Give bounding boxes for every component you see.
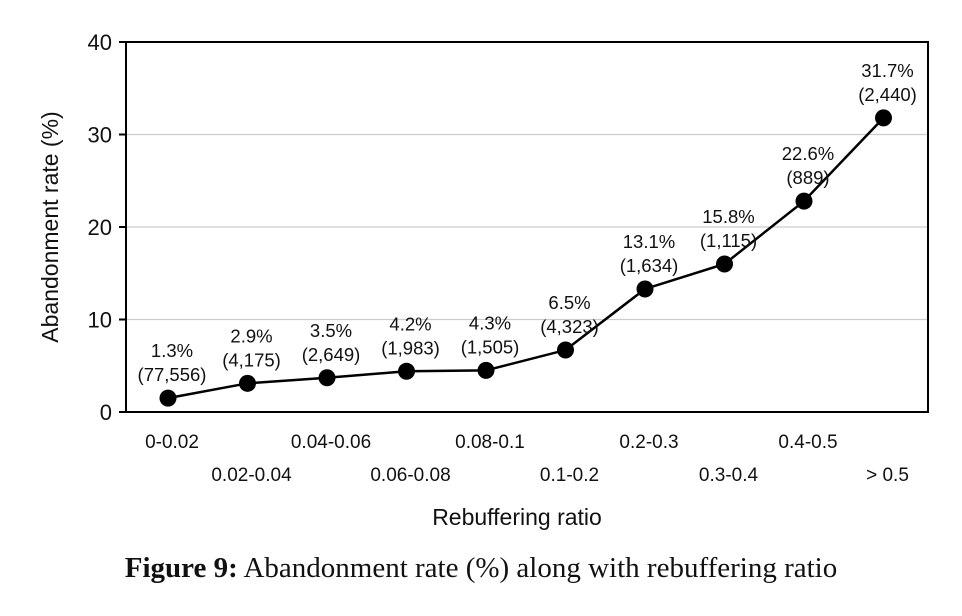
point-label-count: (1,634): [620, 255, 679, 276]
y-tick-label: 10: [88, 308, 112, 333]
point-labels: 1.3% (77,556) 2.9% (4,175) 3.5% (2,649) 4.2% (1…: [138, 60, 917, 385]
y-axis-ticks: 0 10 20 30 40: [88, 30, 126, 425]
point-label-pct: 31.7%: [861, 60, 913, 81]
grid-lines: [126, 133, 928, 321]
point-label-pct: 13.1%: [623, 231, 675, 252]
x-tick-label: 0.3-0.4: [699, 465, 759, 486]
point-label-pct: 1.3%: [151, 340, 193, 361]
y-tick-label: 30: [88, 123, 112, 148]
point-label-count: (2,649): [302, 344, 361, 365]
y-tick-label: 40: [88, 30, 112, 55]
point-label-pct: 4.3%: [469, 312, 511, 333]
figure-label: Figure 9:: [124, 552, 238, 584]
abandonment-line-chart: 0 10 20 30 40 1.3% (77,556) 2.9% (4,175) 3.5% (2,…: [37, 30, 929, 530]
x-tick-label: 0.1-0.2: [540, 465, 599, 486]
point-label-pct: 15.8%: [702, 206, 754, 227]
figure-caption: Figure 9: Abandonment rate (%) along wit…: [0, 552, 962, 585]
y-axis-title: Abandonment rate (%): [37, 111, 63, 342]
data-point: [636, 280, 654, 298]
plot-frame: [125, 41, 929, 413]
data-point: [795, 192, 813, 210]
point-label-pct: 22.6%: [782, 143, 834, 164]
data-point: [159, 389, 177, 407]
point-label-count: (1,983): [381, 337, 440, 358]
point-label-pct: 2.9%: [230, 325, 272, 346]
data-point: [477, 361, 495, 379]
caption-text: Abandonment rate (%) along with rebuffer…: [237, 552, 838, 584]
x-tick-label: 0.02-0.04: [211, 465, 292, 486]
point-label-pct: 3.5%: [310, 320, 352, 341]
x-tick-label: 0-0.02: [145, 432, 199, 453]
x-tick-label: 0.06-0.08: [370, 465, 450, 486]
data-point: [716, 255, 733, 273]
x-axis-title: Rebuffering ratio: [432, 504, 602, 530]
y-tick-label: 0: [100, 400, 112, 425]
point-label-count: (1,115): [700, 230, 757, 251]
x-tick-label: 0.4-0.5: [778, 432, 837, 453]
data-points: [159, 109, 892, 407]
x-tick-label: 0.2-0.3: [619, 432, 678, 453]
point-label-count: (77,556): [138, 364, 207, 385]
x-tick-label: > 0.5: [866, 465, 909, 486]
series-line: [167, 116, 885, 400]
data-point: [239, 374, 256, 392]
point-label-pct: 6.5%: [548, 292, 590, 313]
x-axis-labels: 0-0.02 0.02-0.04 0.04-0.06 0.06-0.080.08-0.…: [145, 432, 909, 486]
point-label-count: (4,175): [222, 349, 281, 370]
x-tick-label: 0.08-0.1: [455, 432, 525, 453]
y-tick-label: 20: [88, 215, 112, 240]
data-point: [557, 341, 574, 359]
data-point: [875, 109, 892, 127]
point-label-pct: 4.2%: [389, 313, 431, 334]
point-label-count: (4,323): [540, 316, 599, 337]
point-label-count: (1,505): [461, 336, 520, 357]
x-tick-label: 0.04-0.06: [291, 432, 371, 453]
data-point: [398, 362, 415, 380]
data-point: [318, 369, 336, 387]
point-label-count: (889): [786, 167, 829, 188]
point-label-count: (2,440): [858, 84, 917, 105]
